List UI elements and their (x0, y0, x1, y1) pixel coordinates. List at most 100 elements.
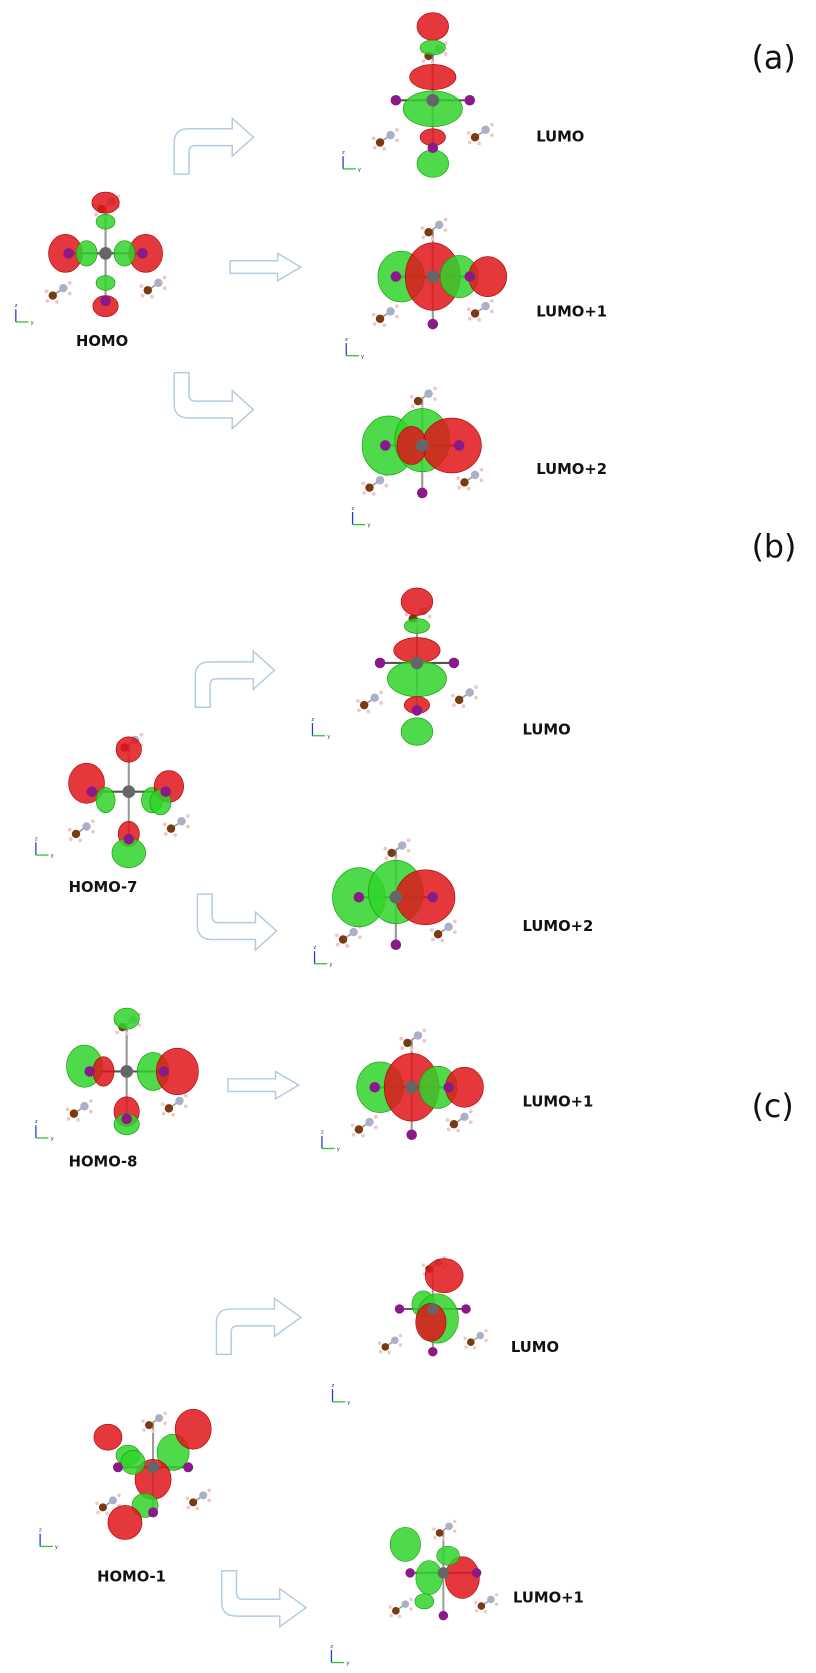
atom (99, 1503, 107, 1511)
atom (402, 1600, 410, 1608)
atom (490, 133, 494, 137)
atom (375, 658, 386, 669)
atom (145, 1421, 153, 1429)
atom (59, 284, 67, 292)
atom (154, 279, 162, 287)
axis-triad: zy (35, 1119, 54, 1142)
atom (89, 1110, 93, 1114)
axis-label: y (358, 167, 361, 173)
atom (361, 482, 365, 486)
arrow-up (174, 118, 253, 174)
atom (336, 943, 340, 947)
atom (467, 131, 471, 135)
atom (472, 1568, 482, 1578)
atom (380, 440, 391, 451)
atom (72, 830, 80, 838)
atom (373, 322, 377, 326)
atom (431, 60, 435, 64)
atom (391, 1336, 399, 1344)
atom (84, 1066, 95, 1077)
atom (395, 304, 399, 308)
atom (422, 1039, 426, 1043)
atom (445, 1522, 453, 1530)
atom (409, 1598, 412, 1601)
axis-label: z (35, 1119, 38, 1125)
atom (345, 944, 349, 948)
atom (367, 710, 371, 714)
atom (355, 1125, 363, 1133)
atom (432, 1527, 435, 1530)
atom (63, 248, 74, 259)
axis-label: y (329, 962, 332, 968)
atom (453, 930, 457, 934)
axis-label: z (345, 337, 348, 343)
atom (382, 323, 386, 327)
arrow-right (230, 253, 301, 280)
arrow-down (197, 894, 276, 950)
axis-label: y (361, 354, 364, 360)
arrow-right (228, 1071, 299, 1098)
atom (433, 397, 437, 401)
atom (420, 226, 424, 230)
atom (450, 1120, 458, 1128)
orbital-lobe (108, 1505, 142, 1539)
atom (477, 142, 481, 146)
atom (456, 476, 460, 480)
orbital-label: LUMO+2 (523, 918, 594, 935)
atom (463, 1337, 466, 1340)
atom (387, 1351, 390, 1354)
orbital-lobe (422, 418, 481, 473)
panel-label: (b) (752, 529, 797, 565)
axis-label: y (51, 853, 54, 859)
molecule (356, 588, 478, 745)
orbital-label: LUMO+2 (536, 461, 607, 478)
atom (184, 1094, 188, 1098)
atom (391, 95, 402, 106)
atom (160, 786, 171, 797)
axis-triad: zy (321, 1130, 340, 1153)
atom (351, 1123, 355, 1127)
atom (171, 1113, 175, 1117)
atom (163, 823, 167, 827)
axis-label: y (346, 1661, 349, 1667)
orbital-label: LUMO+1 (523, 1093, 594, 1110)
atom (167, 824, 175, 832)
atom (395, 138, 399, 142)
axis-label: z (39, 1528, 42, 1534)
atom (422, 1264, 425, 1267)
atom (207, 1499, 211, 1503)
atom (183, 1462, 193, 1472)
atom (87, 786, 98, 797)
atom (428, 892, 439, 903)
atom (483, 1610, 486, 1613)
atom (490, 299, 494, 303)
atom (495, 1593, 498, 1596)
atom (80, 1102, 88, 1110)
orbital-lobe (92, 192, 119, 213)
orbital-label: HOMO (76, 333, 128, 350)
atom (471, 133, 479, 141)
atom (395, 128, 399, 132)
atom (376, 315, 384, 323)
orbital-lobe (175, 1409, 211, 1449)
atom (438, 1567, 449, 1578)
orbital-lobe (437, 1546, 460, 1565)
atom (495, 1602, 498, 1605)
atom (360, 701, 368, 709)
atom (365, 1118, 373, 1126)
atom (460, 1113, 468, 1121)
atom (461, 1304, 471, 1314)
arrow-up (216, 1298, 300, 1354)
axis-label: z (311, 717, 314, 723)
orbital-lobe (390, 1527, 420, 1561)
atom (433, 387, 437, 391)
orbital-lobe (94, 1424, 122, 1450)
atom (390, 891, 403, 904)
axis-label: y (367, 523, 370, 529)
orbital-label: HOMO-7 (69, 879, 138, 896)
atom (471, 471, 479, 479)
molecule (333, 838, 457, 950)
molecule (66, 1008, 199, 1135)
atom (409, 1607, 412, 1610)
